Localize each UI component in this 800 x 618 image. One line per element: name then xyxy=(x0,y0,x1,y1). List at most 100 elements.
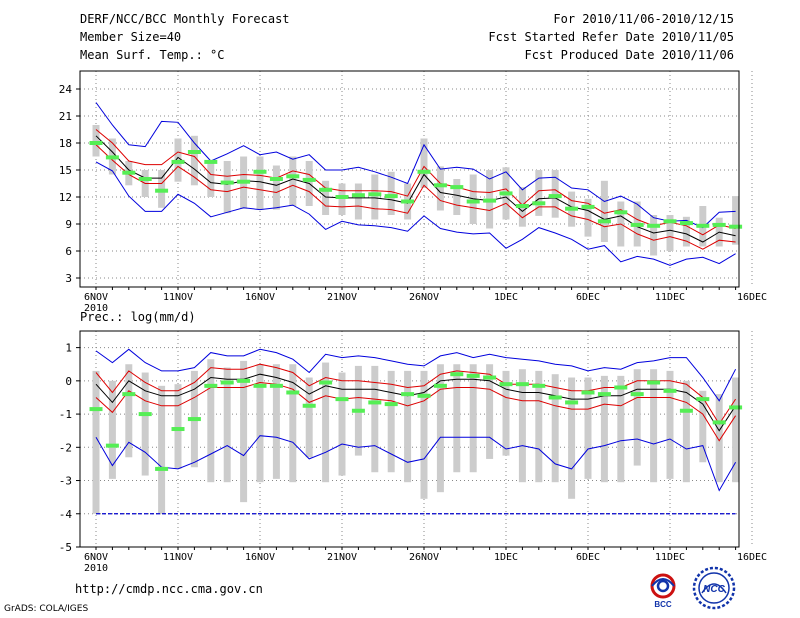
observed-marker xyxy=(368,400,382,405)
grads-credit: GrADS: COLA/IGES xyxy=(4,604,89,614)
x-tick-label: 21NOV xyxy=(327,552,357,563)
min-line xyxy=(95,161,736,266)
y-tick-label: 6 xyxy=(65,245,72,258)
observed-marker xyxy=(401,392,415,397)
observed-marker xyxy=(351,408,365,413)
observed-marker xyxy=(319,187,333,192)
ensemble-box xyxy=(404,370,412,483)
observed-marker xyxy=(532,201,546,206)
max-line xyxy=(95,102,736,229)
observed-marker xyxy=(417,393,431,398)
observed-marker xyxy=(171,427,185,432)
ensemble-box xyxy=(354,183,362,220)
y-tick-label: -4 xyxy=(59,508,73,521)
observed-marker xyxy=(204,159,218,164)
observed-marker xyxy=(187,150,201,154)
observed-marker xyxy=(302,403,316,408)
observed-marker xyxy=(483,198,497,203)
x-tick-label: 26NOV xyxy=(409,292,439,303)
ensemble-box xyxy=(371,174,379,220)
y-tick-label: 18 xyxy=(59,137,72,150)
observed-marker xyxy=(220,180,234,185)
observed-marker xyxy=(269,383,283,388)
footer-url[interactable]: http://cmdp.ncc.cma.gov.cn xyxy=(75,582,263,596)
ensemble-box xyxy=(272,165,280,210)
observed-marker xyxy=(450,372,464,377)
forecast-period: For 2010/11/06-2010/12/15 xyxy=(553,12,734,26)
observed-marker xyxy=(581,204,595,209)
x-tick-label: 6NOV xyxy=(84,552,108,563)
observed-marker xyxy=(565,400,579,405)
ensemble-box xyxy=(502,370,510,456)
observed-marker xyxy=(712,222,726,227)
observed-marker xyxy=(565,206,579,211)
plot-frame xyxy=(79,70,740,288)
observed-marker xyxy=(155,188,169,193)
ensemble-box xyxy=(453,179,461,215)
x-tick-label: 6NOV xyxy=(84,292,108,303)
observed-marker xyxy=(253,383,267,388)
observed-marker xyxy=(696,223,710,228)
y-tick-label: 9 xyxy=(65,218,72,231)
ensemble-box xyxy=(338,372,346,476)
forecast-started-date: Fcst Started Refer Date 2010/11/05 xyxy=(488,30,734,44)
observed-marker xyxy=(105,155,119,160)
y-tick-label: 3 xyxy=(65,272,72,285)
x-tick-label: 11DEC xyxy=(655,552,685,563)
ensemble-box xyxy=(256,364,264,483)
observed-marker xyxy=(581,390,595,395)
ensemble-box xyxy=(666,215,674,251)
ensemble-box xyxy=(190,135,198,186)
max-line xyxy=(95,348,737,402)
ensemble-box xyxy=(732,196,740,245)
observed-marker xyxy=(204,383,218,388)
x-tick-label: 11DEC xyxy=(655,292,685,303)
observed-marker xyxy=(433,383,447,388)
observed-marker xyxy=(515,382,529,387)
ensemble-box xyxy=(108,380,116,479)
x-tick-label: 1DEC xyxy=(494,552,518,563)
ensemble-box xyxy=(600,375,608,483)
ncc-logo-text: NCC xyxy=(703,584,725,595)
x-tick-label: 16DEC xyxy=(737,552,767,563)
observed-marker xyxy=(351,193,365,198)
observed-marker xyxy=(302,177,316,182)
observed-marker xyxy=(105,443,119,448)
bcc-logo-text: BCC xyxy=(654,600,672,609)
ensemble-box xyxy=(436,166,444,211)
observed-marker xyxy=(384,402,398,407)
ensemble-box xyxy=(666,370,674,479)
observed-marker xyxy=(647,223,661,228)
observed-marker xyxy=(597,392,611,397)
ensemble-box xyxy=(387,171,395,215)
observed-marker xyxy=(138,412,152,417)
ensemble-box xyxy=(338,183,346,215)
x-tick-label: 16NOV xyxy=(245,552,275,563)
ensemble-box xyxy=(289,364,297,483)
temperature-panel: 3 6 9 12 15 18 21 24 6NOV 11NOV 16NOV 21NOV 26NOV 1DE… xyxy=(59,70,767,314)
ensemble-box xyxy=(256,156,264,210)
observed-marker xyxy=(237,378,251,383)
ensemble-box xyxy=(584,377,592,479)
upper-line xyxy=(95,363,737,425)
observed-marker xyxy=(286,174,300,179)
observed-marker xyxy=(122,392,136,397)
y-tick-label: -3 xyxy=(59,475,72,488)
observed-marker xyxy=(729,405,743,410)
ensemble-box xyxy=(682,216,690,247)
ensemble-box xyxy=(223,161,231,214)
x-year-label: 2010 xyxy=(84,563,108,574)
observed-marker xyxy=(384,194,398,199)
min-line xyxy=(95,435,737,492)
x-year-label: 2010 xyxy=(84,303,108,314)
y-tick-label: 15 xyxy=(59,164,72,177)
ensemble-box xyxy=(158,385,166,514)
ensemble-box xyxy=(535,370,543,483)
observed-marker xyxy=(483,375,497,380)
observed-marker xyxy=(138,177,152,181)
y-tick-label: 12 xyxy=(59,191,72,204)
observed-marker xyxy=(269,177,283,181)
ensemble-box xyxy=(650,215,658,256)
